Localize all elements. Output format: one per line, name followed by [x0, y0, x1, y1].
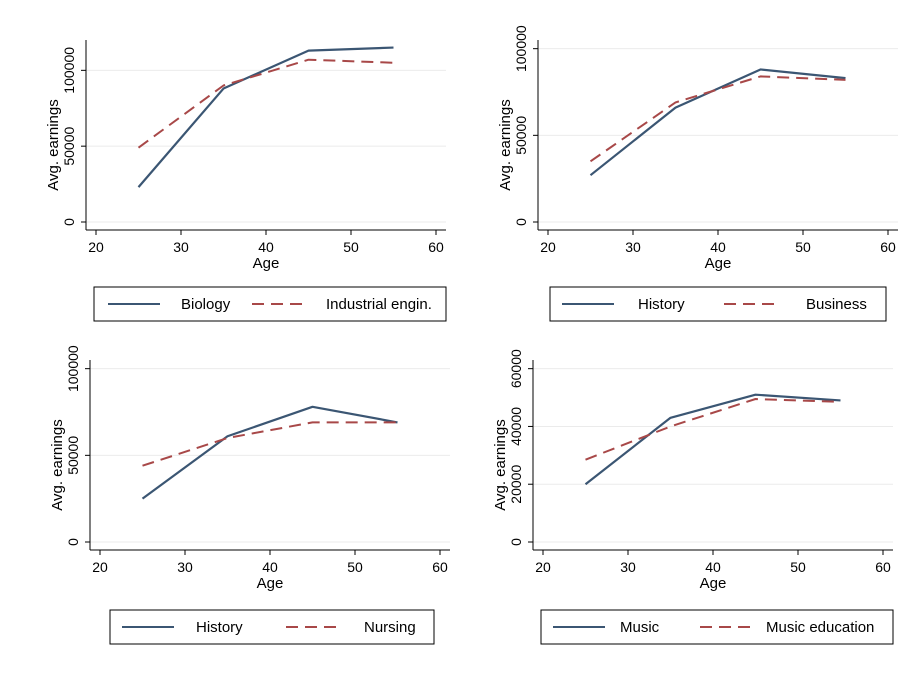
x-tick-label: 30 [620, 559, 636, 575]
y-axis-title: Avg. earnings [45, 99, 62, 190]
series-line-1 [141, 405, 398, 500]
y-tick-label: 100000 [65, 345, 81, 392]
legend-label-1: Music [620, 619, 660, 636]
y-tick-label: 50000 [65, 436, 81, 475]
series-line-2 [585, 398, 841, 461]
x-tick-label: 50 [795, 239, 811, 255]
legend-label-1: History [638, 296, 685, 313]
x-tick-label: 30 [177, 559, 193, 575]
x-axis-title: Age [253, 255, 280, 272]
legend-label-2: Business [806, 296, 867, 313]
y-tick-label: 20000 [508, 465, 524, 504]
y-tick-label: 0 [61, 218, 77, 226]
series-line-2 [137, 58, 394, 149]
x-tick-label: 30 [625, 239, 641, 255]
x-tick-label: 20 [92, 559, 108, 575]
y-tick-label: 0 [65, 538, 81, 546]
series-line-1 [584, 393, 841, 486]
legend-label-1: Biology [181, 296, 231, 313]
x-tick-label: 50 [790, 559, 806, 575]
x-tick-label: 50 [347, 559, 363, 575]
legend-label-1: History [196, 619, 243, 636]
x-tick-label: 50 [343, 239, 359, 255]
x-tick-label: 40 [258, 239, 274, 255]
legend-label-2: Industrial engin. [326, 296, 432, 313]
legend: Music Music education [540, 609, 894, 645]
x-tick-label: 60 [428, 239, 444, 255]
chart-panel-1: 0 50000 100000 20 30 40 50 60 Age Avg. earnings Bi… [45, 40, 447, 322]
legend: History Nursing [109, 609, 435, 645]
x-tick-label: 60 [880, 239, 896, 255]
series-line-1 [589, 68, 846, 177]
y-axis-title: Avg. earnings [492, 419, 509, 510]
x-tick-label: 30 [173, 239, 189, 255]
x-tick-label: 60 [432, 559, 448, 575]
y-tick-label: 0 [513, 218, 529, 226]
y-axis-title: Avg. earnings [49, 419, 66, 510]
x-tick-label: 40 [262, 559, 278, 575]
series-line-2 [142, 421, 398, 467]
legend: History Business [549, 286, 887, 322]
x-tick-label: 20 [540, 239, 556, 255]
x-axis-title: Age [700, 575, 727, 592]
y-tick-label: 50000 [513, 116, 529, 155]
chart-panel-3: 0 50000 100000 20 30 40 50 60 Age Avg. earnings Hi… [49, 345, 450, 645]
x-tick-label: 20 [535, 559, 551, 575]
y-tick-label: 100000 [513, 25, 529, 72]
x-axis-title: Age [257, 575, 284, 592]
chart-panel-2: 0 50000 100000 20 30 40 50 60 Age Avg. earnings Hi… [497, 25, 898, 322]
x-tick-label: 40 [710, 239, 726, 255]
legend: Biology Industrial engin. [93, 286, 447, 322]
y-tick-label: 50000 [61, 126, 77, 165]
legend-label-2: Music education [766, 619, 874, 636]
x-axis-title: Age [705, 255, 732, 272]
series-line-2 [589, 75, 846, 163]
y-tick-label: 0 [508, 538, 524, 546]
y-axis-title: Avg. earnings [497, 99, 514, 190]
y-tick-label: 100000 [61, 47, 77, 94]
y-tick-label: 40000 [508, 407, 524, 446]
x-tick-label: 20 [88, 239, 104, 255]
x-tick-label: 60 [875, 559, 891, 575]
x-tick-label: 40 [705, 559, 721, 575]
series-line-1 [137, 46, 394, 188]
chart-panel-4: 0 20000 40000 60000 20 30 40 50 60 Age Avg. earnin… [492, 349, 894, 645]
legend-label-2: Nursing [364, 619, 416, 636]
y-tick-label: 60000 [508, 349, 524, 388]
